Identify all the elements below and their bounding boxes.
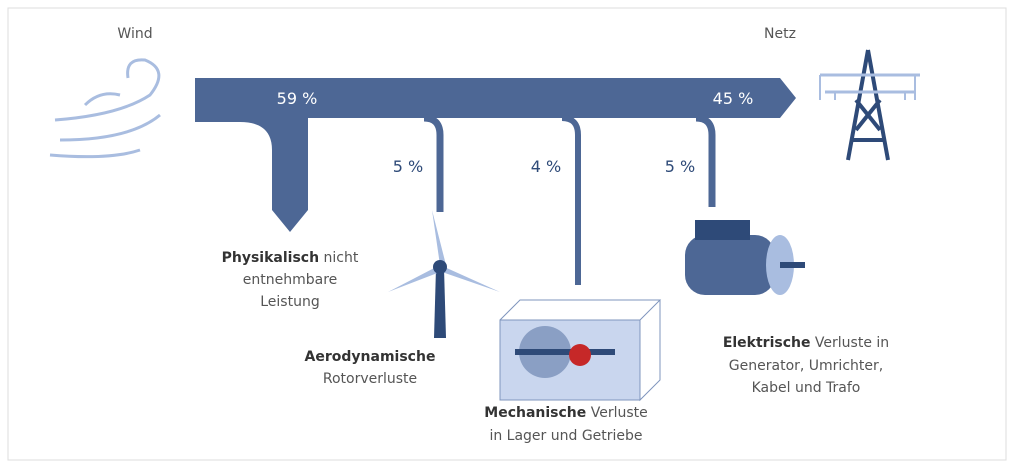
label-text: Verluste in bbox=[810, 335, 889, 351]
loss-percent: 5 % bbox=[665, 157, 695, 176]
sink-label: Netz bbox=[764, 26, 796, 42]
physical-label: Physikalisch nicht bbox=[222, 250, 359, 266]
diagram: Wind Netz 59 % 45 % 5 % 4 % 5 % Physikal… bbox=[0, 0, 1014, 468]
label-line: Generator, Umrichter, bbox=[729, 358, 883, 374]
output-percent: 45 % bbox=[713, 89, 754, 108]
loss-percent: 5 % bbox=[393, 157, 423, 176]
label-line: Rotorverluste bbox=[323, 371, 417, 387]
label-line: Kabel und Trafo bbox=[752, 380, 861, 396]
bold-term: Physikalisch bbox=[222, 250, 319, 266]
label-line: Leistung bbox=[260, 294, 319, 310]
label-line: in Lager und Getriebe bbox=[489, 428, 642, 444]
label-line: entnehmbare bbox=[243, 272, 338, 288]
source-label: Wind bbox=[117, 26, 152, 42]
label-text: Verluste bbox=[586, 405, 647, 421]
label-text: nicht bbox=[319, 250, 359, 266]
bold-term: Elektrische bbox=[723, 335, 811, 351]
mechanical-label: Mechanische Verluste bbox=[484, 405, 647, 421]
loss-percent: 4 % bbox=[531, 157, 561, 176]
electrical-label: Elektrische Verluste in bbox=[723, 335, 889, 351]
bold-term: Aerodynamische bbox=[305, 349, 436, 365]
bold-term: Mechanische bbox=[484, 405, 586, 421]
input-percent: 59 % bbox=[277, 89, 318, 108]
